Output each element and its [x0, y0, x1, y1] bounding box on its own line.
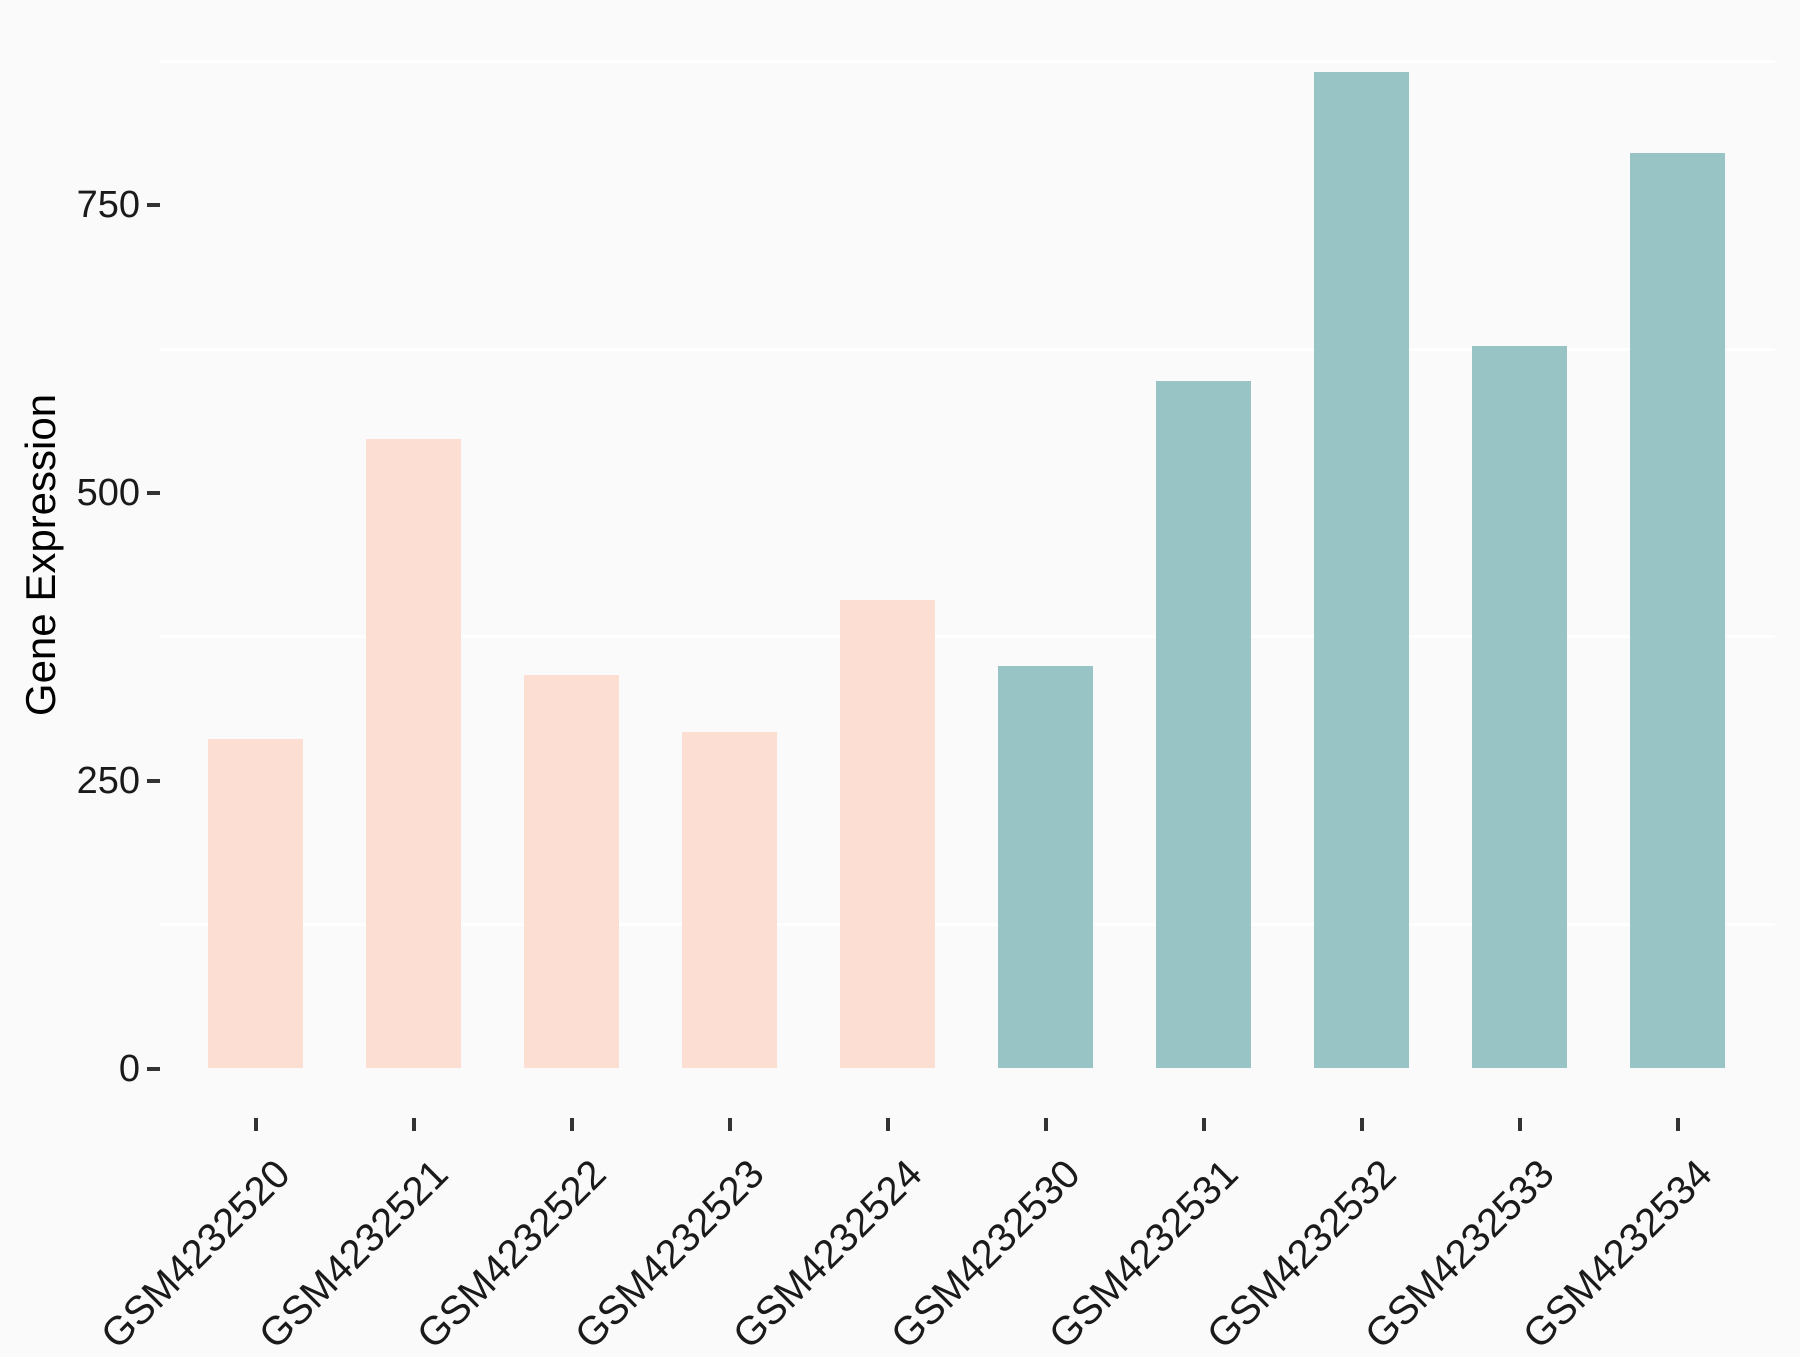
bar-GSM4232521 — [366, 438, 461, 1069]
x-tick-mark — [569, 1118, 574, 1131]
y-minor-gridline — [160, 635, 1775, 639]
x-tick-mark — [1517, 1118, 1522, 1131]
x-tick-mark — [727, 1118, 732, 1131]
x-tick-mark — [1675, 1118, 1680, 1131]
x-tick-mark — [411, 1118, 416, 1131]
y-tick-mark — [147, 491, 160, 495]
x-tick-mark — [885, 1118, 890, 1131]
x-tick-mark — [253, 1118, 258, 1131]
bar-GSM4232523 — [682, 732, 777, 1069]
y-tick-label: 750 — [76, 184, 140, 227]
y-minor-gridline — [160, 347, 1775, 351]
y-tick-mark — [147, 1066, 160, 1071]
bar-GSM4232534 — [1630, 153, 1725, 1069]
y-tick-label: 500 — [76, 472, 140, 514]
x-tick-mark — [1043, 1118, 1048, 1131]
y-minor-gridline — [160, 923, 1775, 927]
y-tick-label: 250 — [76, 759, 140, 802]
bar-GSM4232533 — [1472, 345, 1567, 1069]
bar-GSM4232530 — [998, 665, 1093, 1069]
bar-GSM4232531 — [1156, 381, 1251, 1069]
y-axis-title: Gene Expression — [17, 393, 64, 717]
bar-GSM4232532 — [1314, 71, 1409, 1069]
x-tick-mark — [1359, 1118, 1364, 1131]
y-minor-gridline — [160, 59, 1775, 63]
y-tick-label: 0 — [118, 1047, 140, 1090]
bar-GSM4232522 — [524, 674, 619, 1069]
bar-GSM4232524 — [840, 600, 935, 1069]
y-tick-mark — [147, 203, 160, 208]
x-tick-mark — [1201, 1118, 1206, 1131]
y-tick-mark — [147, 778, 160, 783]
bar-GSM4232520 — [208, 739, 303, 1069]
